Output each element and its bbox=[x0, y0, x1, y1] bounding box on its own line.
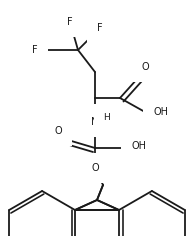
Text: F: F bbox=[32, 45, 38, 55]
Text: H: H bbox=[103, 114, 110, 122]
Text: F: F bbox=[67, 17, 73, 27]
Text: F: F bbox=[97, 23, 103, 33]
Text: O: O bbox=[142, 62, 150, 72]
Text: OH: OH bbox=[131, 141, 146, 151]
Text: O: O bbox=[54, 126, 62, 136]
Text: O: O bbox=[91, 163, 99, 173]
Text: N: N bbox=[91, 117, 99, 127]
Text: O: O bbox=[91, 163, 99, 173]
Text: N: N bbox=[91, 117, 99, 127]
Text: OH: OH bbox=[153, 107, 168, 117]
